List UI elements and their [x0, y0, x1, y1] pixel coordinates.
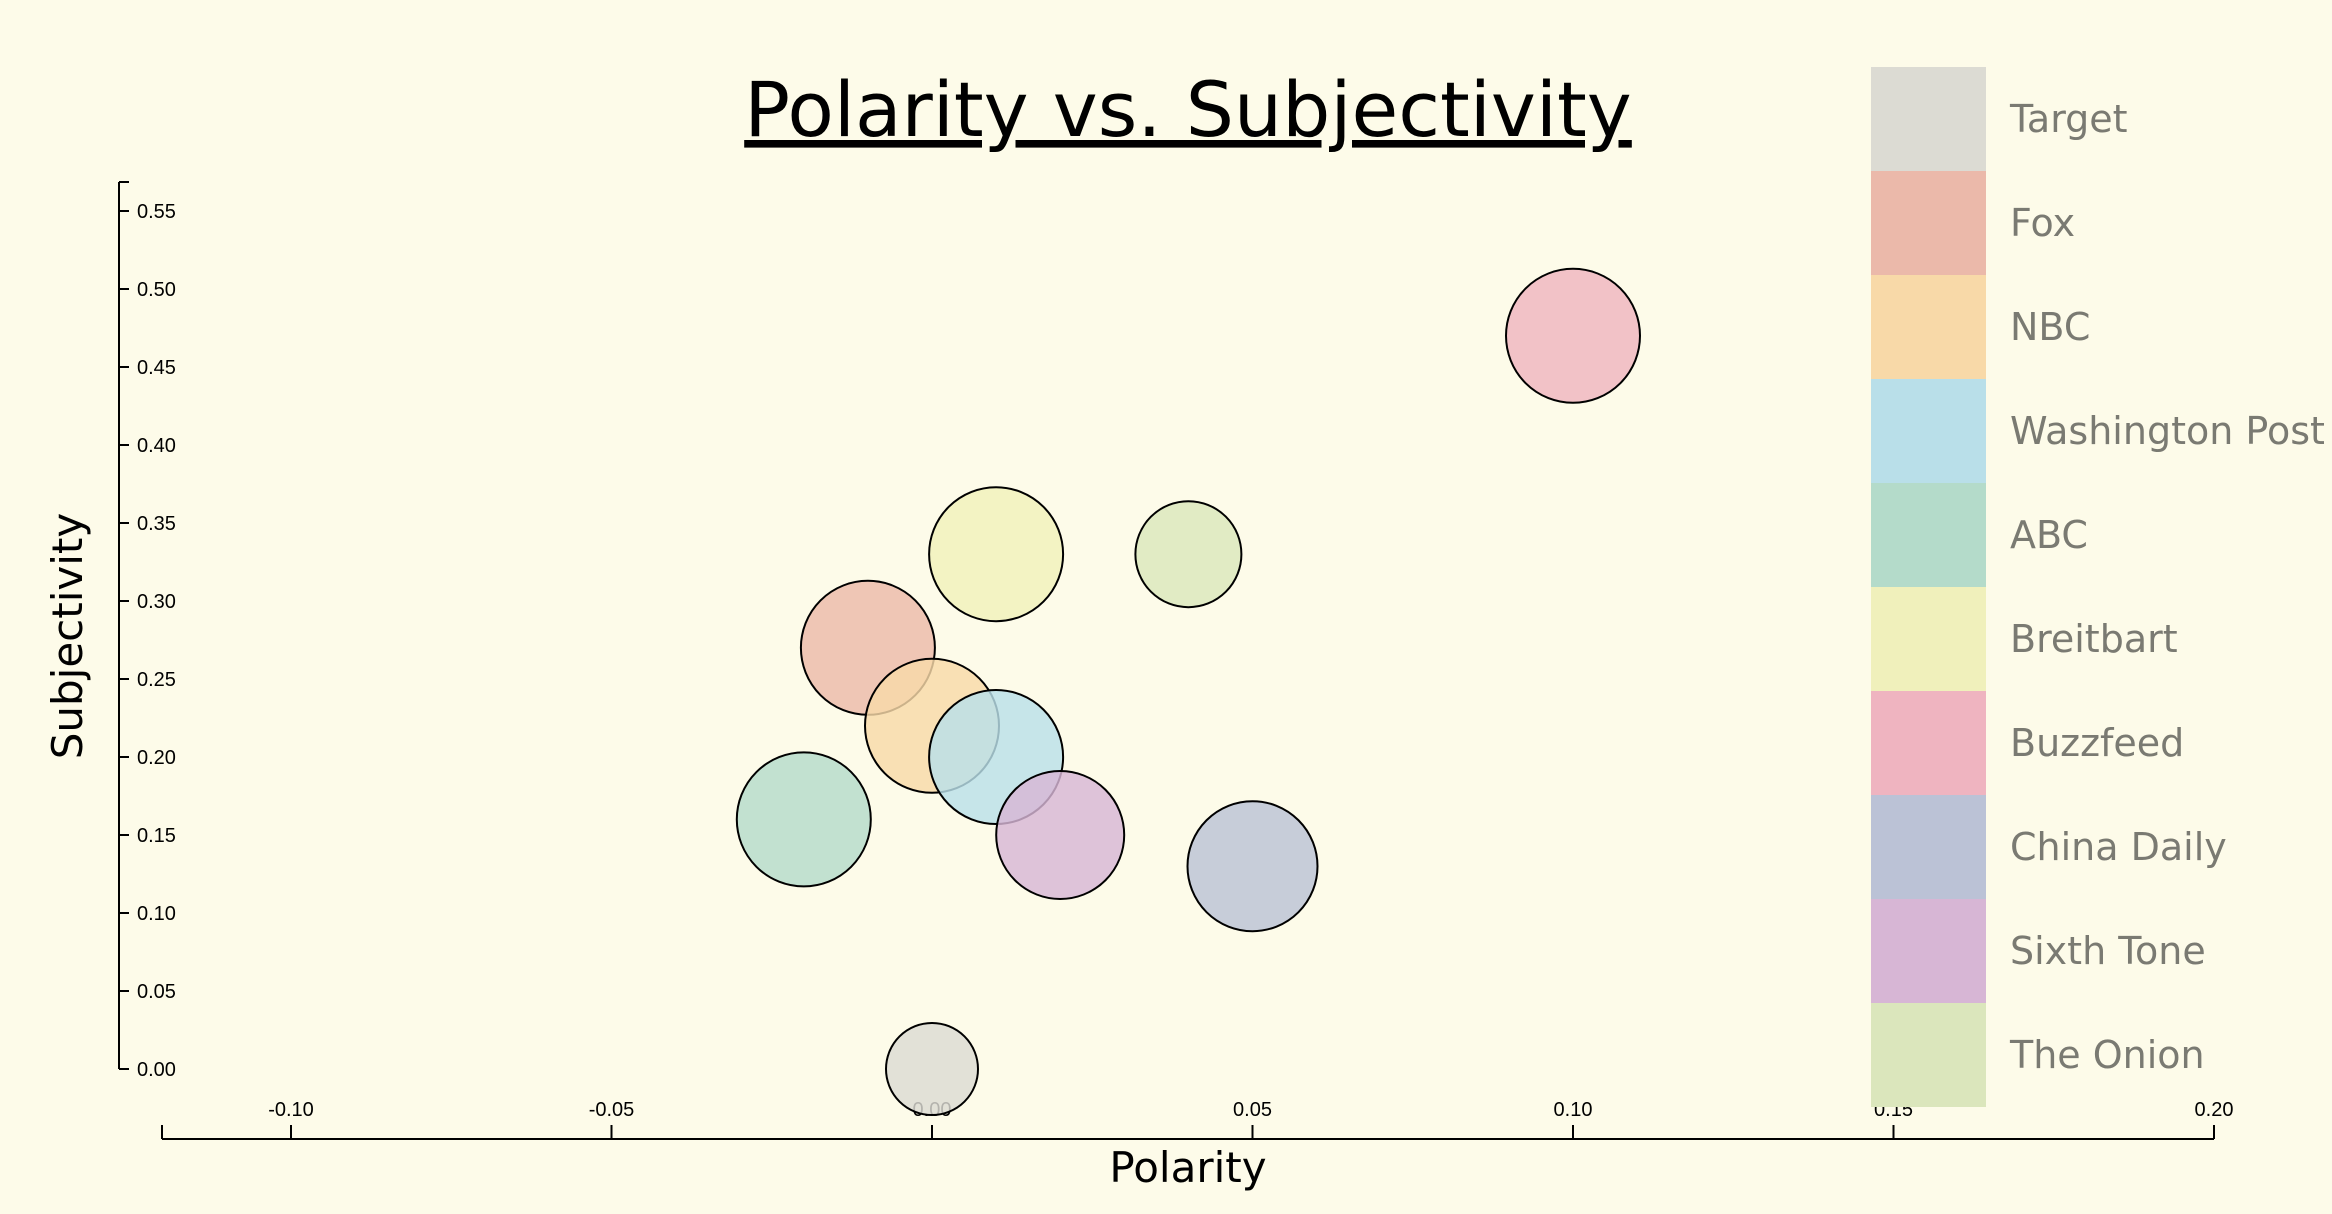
y-tick-label: 0.20 [137, 747, 176, 769]
bubble-china-daily [1186, 800, 1319, 933]
legend-swatch [1871, 275, 1986, 379]
y-tick-label: 0.55 [137, 201, 176, 223]
legend-swatch [1871, 691, 1986, 795]
legend: Target Fox NBC Washington Post ABC Breitbart B… [1871, 67, 2325, 1107]
legend-label: Buzzfeed [2010, 721, 2184, 765]
legend-swatch [1871, 1003, 1986, 1107]
legend-swatch [1871, 587, 1986, 691]
y-tick-label: 0.00 [137, 1059, 176, 1081]
legend-swatch [1871, 171, 1986, 275]
bubble-abc [735, 751, 872, 888]
legend-label: Fox [2010, 201, 2075, 245]
x-axis: -0.10-0.050.000.050.100.150.20 [161, 1099, 2234, 1140]
legend-label: The Onion [2009, 1033, 2205, 1077]
legend-swatch [1871, 795, 1986, 899]
legend-label: China Daily [2010, 825, 2227, 869]
legend-label: Target [2009, 97, 2128, 141]
legend-label: Sixth Tone [2010, 929, 2206, 973]
x-tick-label: 0.05 [1233, 1099, 1272, 1121]
y-tick-label: 0.50 [137, 279, 176, 301]
x-tick-label: -0.10 [268, 1099, 314, 1121]
bubble-layer [735, 267, 1641, 1116]
x-tick-label: 0.20 [2195, 1099, 2234, 1121]
y-tick-label: 0.35 [137, 513, 176, 535]
y-tick-label: 0.10 [137, 903, 176, 925]
x-axis-title: Polarity [1109, 1143, 1266, 1192]
bubble-buzzfeed [1505, 267, 1641, 404]
y-tick-label: 0.15 [137, 825, 176, 847]
chart-title: Polarity vs. Subjectivity [744, 65, 1632, 154]
y-tick-label: 0.05 [137, 981, 176, 1003]
legend-swatch [1871, 483, 1986, 587]
bubble-target [885, 1022, 979, 1116]
legend-label: NBC [2010, 305, 2090, 349]
y-tick-label: 0.30 [137, 591, 176, 613]
y-tick-label: 0.45 [137, 357, 176, 379]
y-tick-label: 0.40 [137, 435, 176, 457]
bubble-breitbart [928, 486, 1065, 623]
legend-label: Washington Post [2010, 409, 2325, 453]
legend-label: Breitbart [2010, 617, 2178, 661]
y-axis-title: Subjectivity [43, 513, 92, 760]
x-tick-label: -0.05 [589, 1099, 635, 1121]
bubble-the-onion [1134, 500, 1243, 609]
legend-label: ABC [2010, 513, 2088, 557]
bubble-sixth-tone [995, 770, 1126, 900]
legend-swatch [1871, 67, 1986, 171]
legend-swatch [1871, 379, 1986, 483]
x-tick-label: 0.10 [1554, 1099, 1593, 1121]
legend-swatch [1871, 899, 1986, 1003]
y-tick-label: 0.25 [137, 669, 176, 691]
y-axis: 0.00 0.05 0.10 0.15 0.20 0.25 0.30 0.35 0.40 0.45… [118, 181, 176, 1081]
